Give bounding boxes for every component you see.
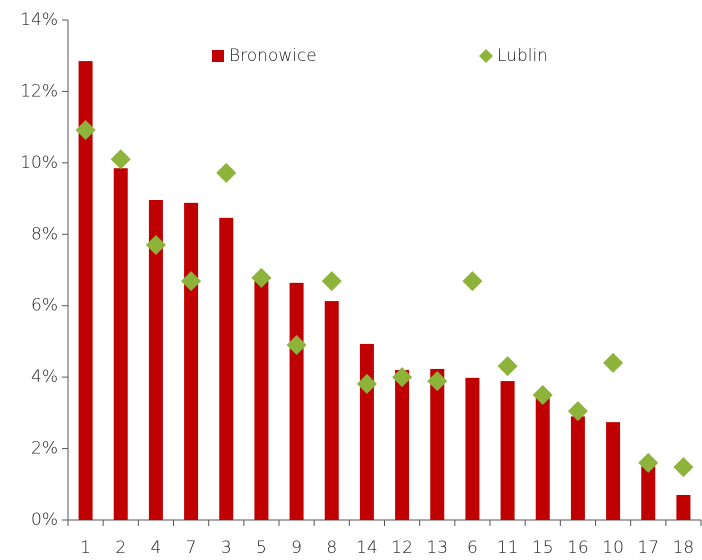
- x-tick-label: 17: [637, 538, 659, 558]
- y-tick-label: 4%: [31, 367, 58, 387]
- diamond-marker: [673, 457, 694, 478]
- bar: [641, 466, 656, 520]
- diamond-marker: [145, 235, 166, 255]
- bar: [606, 422, 621, 520]
- diamond-marker: [638, 452, 659, 473]
- x-tick-label: 8: [326, 538, 337, 558]
- bar: [676, 495, 691, 520]
- diamond-marker: [603, 352, 624, 373]
- y-tick-label: 8%: [31, 224, 58, 244]
- diamond-marker: [286, 335, 307, 355]
- x-tick-label: 1: [80, 538, 91, 558]
- bar: [359, 343, 374, 520]
- legend-label: Lublin: [497, 46, 548, 66]
- diamond-marker: [110, 149, 131, 170]
- x-tick-label: 3: [221, 538, 232, 558]
- y-tick-label: 0%: [31, 510, 58, 530]
- legend-swatch: [479, 49, 493, 63]
- x-tick-label: 12: [391, 538, 413, 558]
- bar: [500, 381, 515, 520]
- x-tick-label: 4: [151, 538, 162, 558]
- x-tick-label: 13: [426, 538, 448, 558]
- x-tick-label: 18: [673, 538, 695, 558]
- y-tick-label: 12%: [20, 81, 58, 101]
- y-tick-label: 14%: [20, 10, 58, 30]
- x-tick-label: 7: [186, 538, 197, 558]
- diamond-marker: [392, 367, 413, 388]
- y-tick-label: 6%: [31, 296, 58, 316]
- bar: [219, 217, 234, 520]
- diamond-marker: [462, 271, 483, 292]
- bar: [148, 200, 163, 520]
- legend-swatch: [212, 50, 224, 62]
- bar: [254, 280, 269, 520]
- legend-label: Bronowice: [229, 46, 317, 66]
- x-tick-label: 9: [291, 538, 302, 558]
- y-tick-label: 2%: [31, 439, 58, 459]
- diamond-marker: [181, 271, 202, 292]
- bar: [465, 377, 480, 520]
- x-tick-label: 14: [356, 538, 378, 558]
- y-tick-label: 10%: [20, 153, 58, 173]
- x-tick-label: 16: [567, 538, 589, 558]
- bar: [78, 61, 93, 520]
- x-tick-label: 11: [497, 538, 519, 558]
- bar: [113, 168, 128, 520]
- diamond-marker: [532, 385, 553, 405]
- bar: [430, 368, 445, 520]
- bar: [324, 301, 339, 520]
- bar: [395, 370, 410, 520]
- x-tick-label: 6: [467, 538, 478, 558]
- diamond-marker: [427, 371, 448, 392]
- bar: [184, 202, 199, 520]
- bar: [289, 282, 304, 520]
- x-tick-label: 15: [532, 538, 554, 558]
- x-tick-label: 2: [115, 538, 126, 558]
- diamond-marker: [356, 373, 377, 394]
- x-tick-label: 5: [256, 538, 267, 558]
- diamond-marker: [497, 356, 518, 377]
- diamond-marker: [216, 162, 237, 183]
- bar: [535, 396, 550, 520]
- diamond-marker: [75, 120, 96, 140]
- diamond-marker: [567, 401, 588, 422]
- diamond-marker: [321, 271, 342, 292]
- bar: [570, 416, 585, 520]
- diamond-marker: [251, 267, 272, 288]
- x-tick-label: 10: [602, 538, 624, 558]
